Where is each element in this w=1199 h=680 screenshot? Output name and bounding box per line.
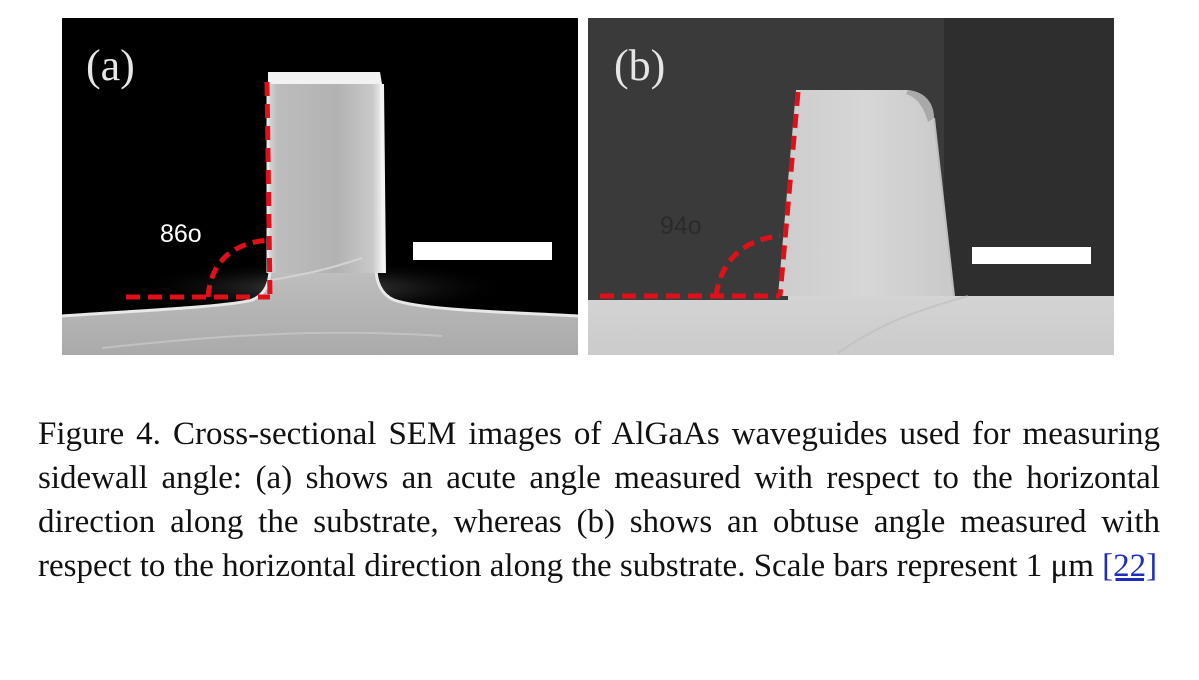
caption-text: Figure 4. Cross-sectional SEM images of … (38, 416, 1160, 584)
angle-label-a: 86o (160, 220, 202, 248)
sem-image-b: (b) 94o (588, 18, 1114, 355)
scale-bar-b (972, 247, 1091, 264)
reference-link[interactable]: [22] (1102, 548, 1158, 584)
angle-label-b: 94o (660, 212, 702, 240)
figure-caption: Figure 4. Cross-sectional SEM images of … (38, 412, 1160, 588)
panel-label-a: (a) (86, 41, 135, 90)
sem-image-b-graphic (588, 18, 1114, 355)
sem-image-a: (a) 86o (62, 18, 578, 355)
panel-label-b: (b) (614, 41, 666, 90)
scale-bar-a (413, 242, 552, 260)
sem-image-a-graphic (62, 18, 578, 355)
